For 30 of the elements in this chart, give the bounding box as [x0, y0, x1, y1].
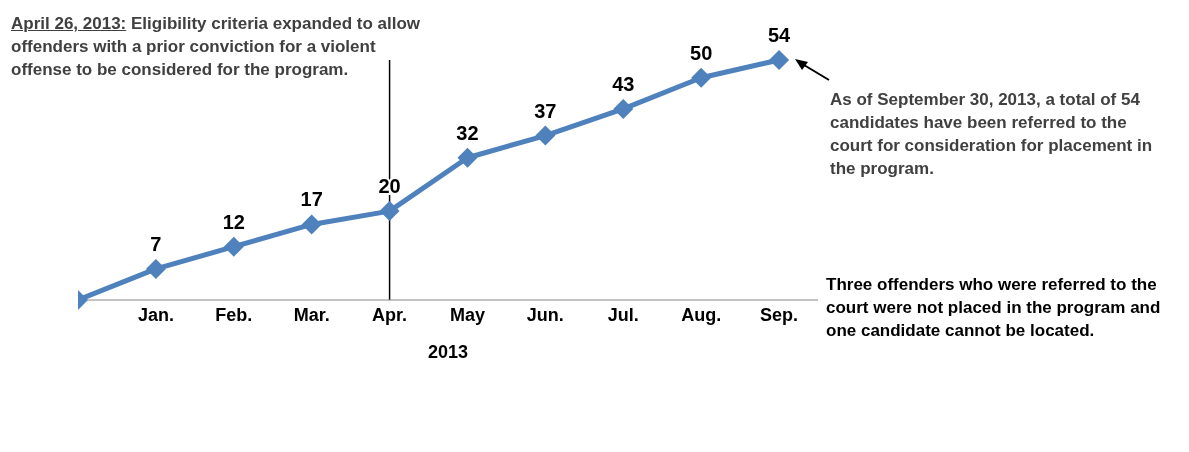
x-tick-label: Sep.: [760, 304, 799, 325]
x-tick-label: Jul.: [607, 304, 639, 325]
text: Three offenders who were referred to the court were not placed in the program and one candidate cannot be located.: [826, 274, 1162, 342]
data-label: 37: [534, 99, 557, 122]
x-tick-label: May: [449, 304, 485, 325]
point: [457, 147, 478, 168]
point: [535, 125, 556, 146]
point: [379, 201, 400, 222]
x-tick-label: Jun.: [526, 304, 564, 325]
data-label: 32: [456, 121, 479, 144]
point: [145, 258, 166, 279]
ref-line-label: April 26, 2013: Eligibility criteria expanded to allow offenders with a prior conviction for a violent offense to be considered for the program.: [11, 13, 421, 81]
data-label: 17: [300, 188, 323, 211]
x-tick-label: Feb.: [215, 304, 253, 325]
x-tick-label: Mar.: [293, 304, 330, 325]
data-label: 50: [690, 41, 713, 64]
x-tick-label: Jan.: [137, 304, 174, 325]
data-label: 43: [612, 72, 635, 95]
point: [301, 214, 322, 235]
data-label: 12: [222, 210, 245, 233]
point: [223, 236, 244, 257]
point: [613, 98, 634, 119]
data-label: 7: [150, 232, 162, 255]
x-tick-label: Aug.: [681, 304, 722, 325]
point: [769, 50, 790, 70]
text: As of September 30, 2013, a total of 54 candidates have been referred to the court for consideration for placement in the program.: [830, 89, 1154, 180]
x-tick-label: Apr.: [372, 304, 408, 325]
data-label: 54: [767, 24, 792, 46]
x-axis-title: 2013: [427, 342, 469, 362]
point: [691, 67, 712, 88]
